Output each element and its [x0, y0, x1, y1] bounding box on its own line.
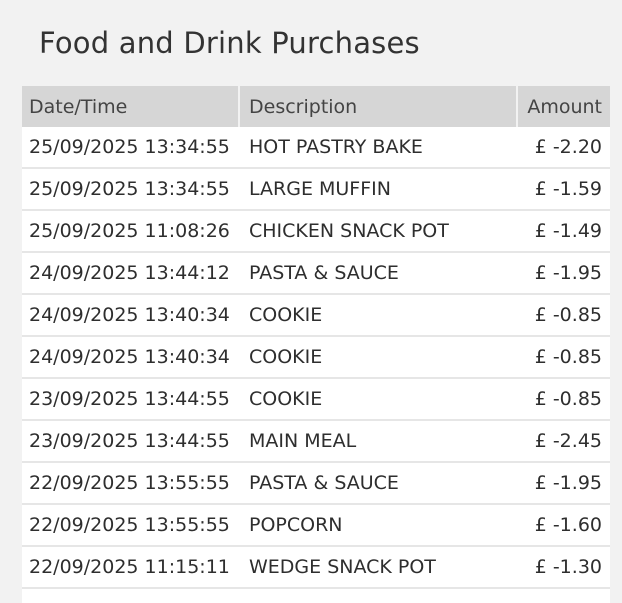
- row-amount: £ -1.95: [534, 472, 602, 494]
- row-datetime: 23/09/2025 13:44:55: [29, 388, 230, 410]
- row-amount: £ -1.60: [534, 514, 602, 536]
- row-description: COOKIE: [249, 346, 323, 368]
- table-row[interactable]: [22, 589, 610, 603]
- table-header: Date/Time Description Amount: [22, 86, 610, 127]
- row-amount: £ -1.95: [534, 262, 602, 284]
- table-row[interactable]: 23/09/2025 13:44:55 MAIN MEAL £ -2.45: [22, 421, 610, 463]
- page-title: Food and Drink Purchases: [39, 26, 420, 60]
- row-description: POPCORN: [249, 514, 343, 536]
- row-description: PASTA & SAUCE: [249, 472, 399, 494]
- row-amount: £ -0.85: [534, 346, 602, 368]
- table-row[interactable]: 24/09/2025 13:44:12 PASTA & SAUCE £ -1.9…: [22, 253, 610, 295]
- row-description: LARGE MUFFIN: [249, 178, 391, 200]
- row-datetime: 25/09/2025 13:34:55: [29, 136, 230, 158]
- table-row[interactable]: 24/09/2025 13:40:34 COOKIE £ -0.85: [22, 295, 610, 337]
- row-amount: £ -2.20: [534, 136, 602, 158]
- row-amount: £ -1.59: [534, 178, 602, 200]
- table-row[interactable]: 23/09/2025 13:44:55 COOKIE £ -0.85: [22, 379, 610, 421]
- row-description: MAIN MEAL: [249, 430, 357, 452]
- table-row[interactable]: 25/09/2025 11:08:26 CHICKEN SNACK POT £ …: [22, 211, 610, 253]
- column-header-amount[interactable]: Amount: [518, 86, 610, 127]
- row-datetime: 22/09/2025 13:55:55: [29, 514, 230, 536]
- row-amount: £ -1.49: [534, 220, 602, 242]
- table-row[interactable]: 22/09/2025 13:55:55 PASTA & SAUCE £ -1.9…: [22, 463, 610, 505]
- row-datetime: 23/09/2025 13:44:55: [29, 430, 230, 452]
- column-header-description[interactable]: Description: [240, 86, 518, 127]
- table-row[interactable]: 22/09/2025 11:15:11 WEDGE SNACK POT £ -1…: [22, 547, 610, 589]
- purchases-panel: Food and Drink Purchases Date/Time Descr…: [19, 0, 613, 603]
- row-description: COOKIE: [249, 304, 323, 326]
- row-datetime: 24/09/2025 13:44:12: [29, 262, 230, 284]
- table-row[interactable]: 25/09/2025 13:34:55 LARGE MUFFIN £ -1.59: [22, 169, 610, 211]
- row-datetime: 22/09/2025 13:55:55: [29, 472, 230, 494]
- row-amount: £ -1.30: [534, 556, 602, 578]
- row-description: COOKIE: [249, 388, 323, 410]
- row-description: WEDGE SNACK POT: [249, 556, 436, 578]
- row-datetime: 25/09/2025 11:08:26: [29, 220, 230, 242]
- row-description: CHICKEN SNACK POT: [249, 220, 449, 242]
- table-row[interactable]: 25/09/2025 13:34:55 HOT PASTRY BAKE £ -2…: [22, 127, 610, 169]
- row-datetime: 24/09/2025 13:40:34: [29, 304, 230, 326]
- purchases-table: Date/Time Description Amount 25/09/2025 …: [22, 86, 610, 603]
- column-header-datetime[interactable]: Date/Time: [22, 86, 240, 127]
- row-amount: £ -2.45: [534, 430, 602, 452]
- row-description: PASTA & SAUCE: [249, 262, 399, 284]
- row-description: HOT PASTRY BAKE: [249, 136, 423, 158]
- row-amount: £ -0.85: [534, 388, 602, 410]
- row-datetime: 22/09/2025 11:15:11: [29, 556, 230, 578]
- row-amount: £ -0.85: [534, 304, 602, 326]
- table-row[interactable]: 22/09/2025 13:55:55 POPCORN £ -1.60: [22, 505, 610, 547]
- table-row[interactable]: 24/09/2025 13:40:34 COOKIE £ -0.85: [22, 337, 610, 379]
- row-datetime: 24/09/2025 13:40:34: [29, 346, 230, 368]
- row-datetime: 25/09/2025 13:34:55: [29, 178, 230, 200]
